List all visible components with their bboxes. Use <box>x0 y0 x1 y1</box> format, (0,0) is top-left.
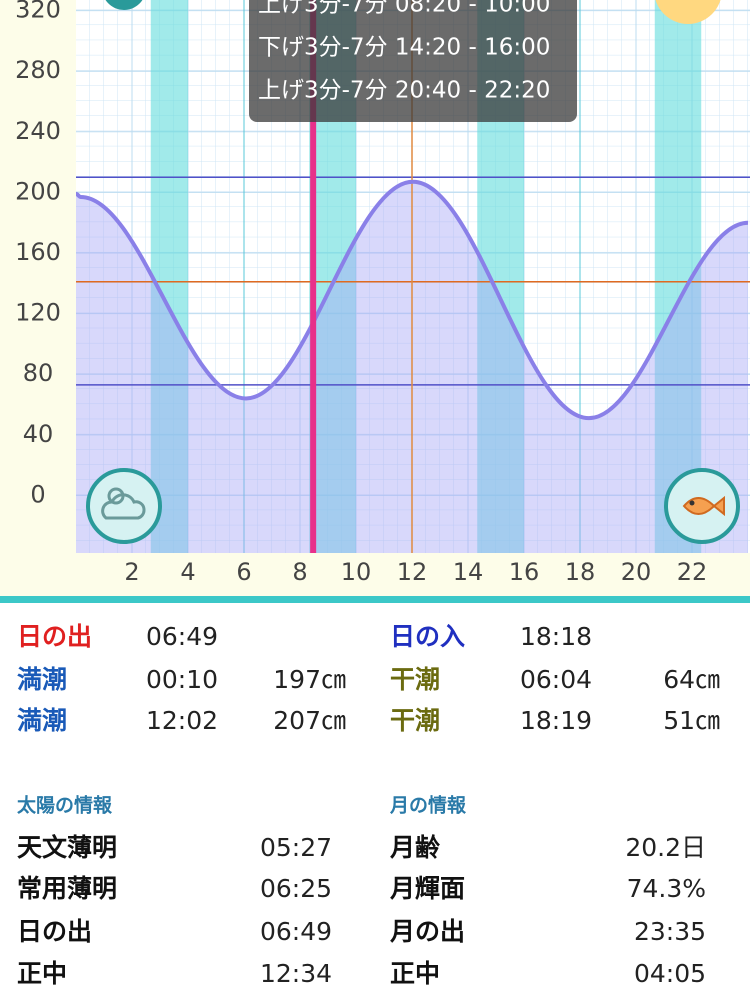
tide-label: 干潮 <box>390 665 440 694</box>
icon-partial <box>105 0 143 10</box>
x-tick-label: 10 <box>341 558 372 586</box>
x-tick-label: 6 <box>236 558 251 586</box>
tide-height: 51㎝ <box>663 706 720 735</box>
info-label: 月齢 <box>389 833 440 862</box>
tooltip-text: 下げ3分-7分 14:20 - 16:00 <box>258 35 550 61</box>
section-heading: 太陽の情報 <box>17 794 113 817</box>
moon-icon <box>655 0 721 24</box>
divider <box>0 596 750 603</box>
x-tick-label: 16 <box>509 558 540 586</box>
x-tick-label: 12 <box>397 558 428 586</box>
info-label: 天文薄明 <box>17 833 117 862</box>
info-value: 05:27 <box>260 833 332 862</box>
tide-label: 満潮 <box>17 665 67 694</box>
info-value: 20.2日 <box>625 833 706 862</box>
fishing-band <box>150 0 188 553</box>
x-tick-label: 2 <box>124 558 139 586</box>
y-tick-label: 120 <box>15 299 61 327</box>
tide-time: 06:49 <box>146 622 218 651</box>
info-value: 06:49 <box>260 917 332 946</box>
y-tick-label: 320 <box>15 0 61 24</box>
y-tick-label: 200 <box>15 177 61 205</box>
tide-time: 06:04 <box>520 665 592 694</box>
info-value: 12:34 <box>260 959 332 988</box>
info-value: 74.3% <box>627 874 706 903</box>
tide-time: 12:02 <box>146 706 218 735</box>
x-tick-label: 22 <box>677 558 708 586</box>
tide-label: 干潮 <box>390 706 440 735</box>
info-value: 04:05 <box>634 959 706 988</box>
y-tick-label: 280 <box>15 56 61 84</box>
tide-height: 207㎝ <box>273 706 346 735</box>
x-tick-label: 4 <box>180 558 195 586</box>
section-heading: 月の情報 <box>389 794 467 817</box>
tide-height: 64㎝ <box>663 665 720 694</box>
y-tick-label: 0 <box>30 480 45 508</box>
tide-label: 日の入 <box>390 622 465 651</box>
fish-button[interactable] <box>664 468 740 544</box>
x-tick-label: 8 <box>292 558 307 586</box>
tide-line <box>75 179 749 421</box>
tide-label: 日の出 <box>17 622 92 651</box>
weather-button[interactable] <box>86 468 162 544</box>
info-label: 月の出 <box>389 917 465 946</box>
tide-time: 00:10 <box>146 665 218 694</box>
y-tick-label: 40 <box>23 420 54 448</box>
tide-height: 197㎝ <box>273 665 346 694</box>
x-tick-label: 14 <box>453 558 484 586</box>
info-value: 23:35 <box>634 917 706 946</box>
info-label: 正中 <box>17 959 67 988</box>
info-label: 月輝面 <box>389 874 465 903</box>
info-label: 正中 <box>390 959 440 988</box>
y-tick-label: 160 <box>15 238 61 266</box>
info-value: 06:25 <box>260 874 332 903</box>
info-label: 常用薄明 <box>17 874 117 903</box>
tooltip-text: 上げ3分-7分 08:20 - 10:00 <box>258 0 550 18</box>
info-label: 日の出 <box>17 917 92 946</box>
tide-time: 18:18 <box>520 622 592 651</box>
y-tick-label: 80 <box>23 359 54 387</box>
tooltip-box <box>249 0 577 122</box>
x-tick-label: 20 <box>621 558 652 586</box>
tide-time: 18:19 <box>520 706 592 735</box>
x-tick-label: 18 <box>565 558 596 586</box>
tooltip-text: 上げ3分-7分 20:40 - 22:20 <box>258 78 550 104</box>
y-tick-label: 240 <box>15 117 61 145</box>
tide-label: 満潮 <box>17 706 67 735</box>
